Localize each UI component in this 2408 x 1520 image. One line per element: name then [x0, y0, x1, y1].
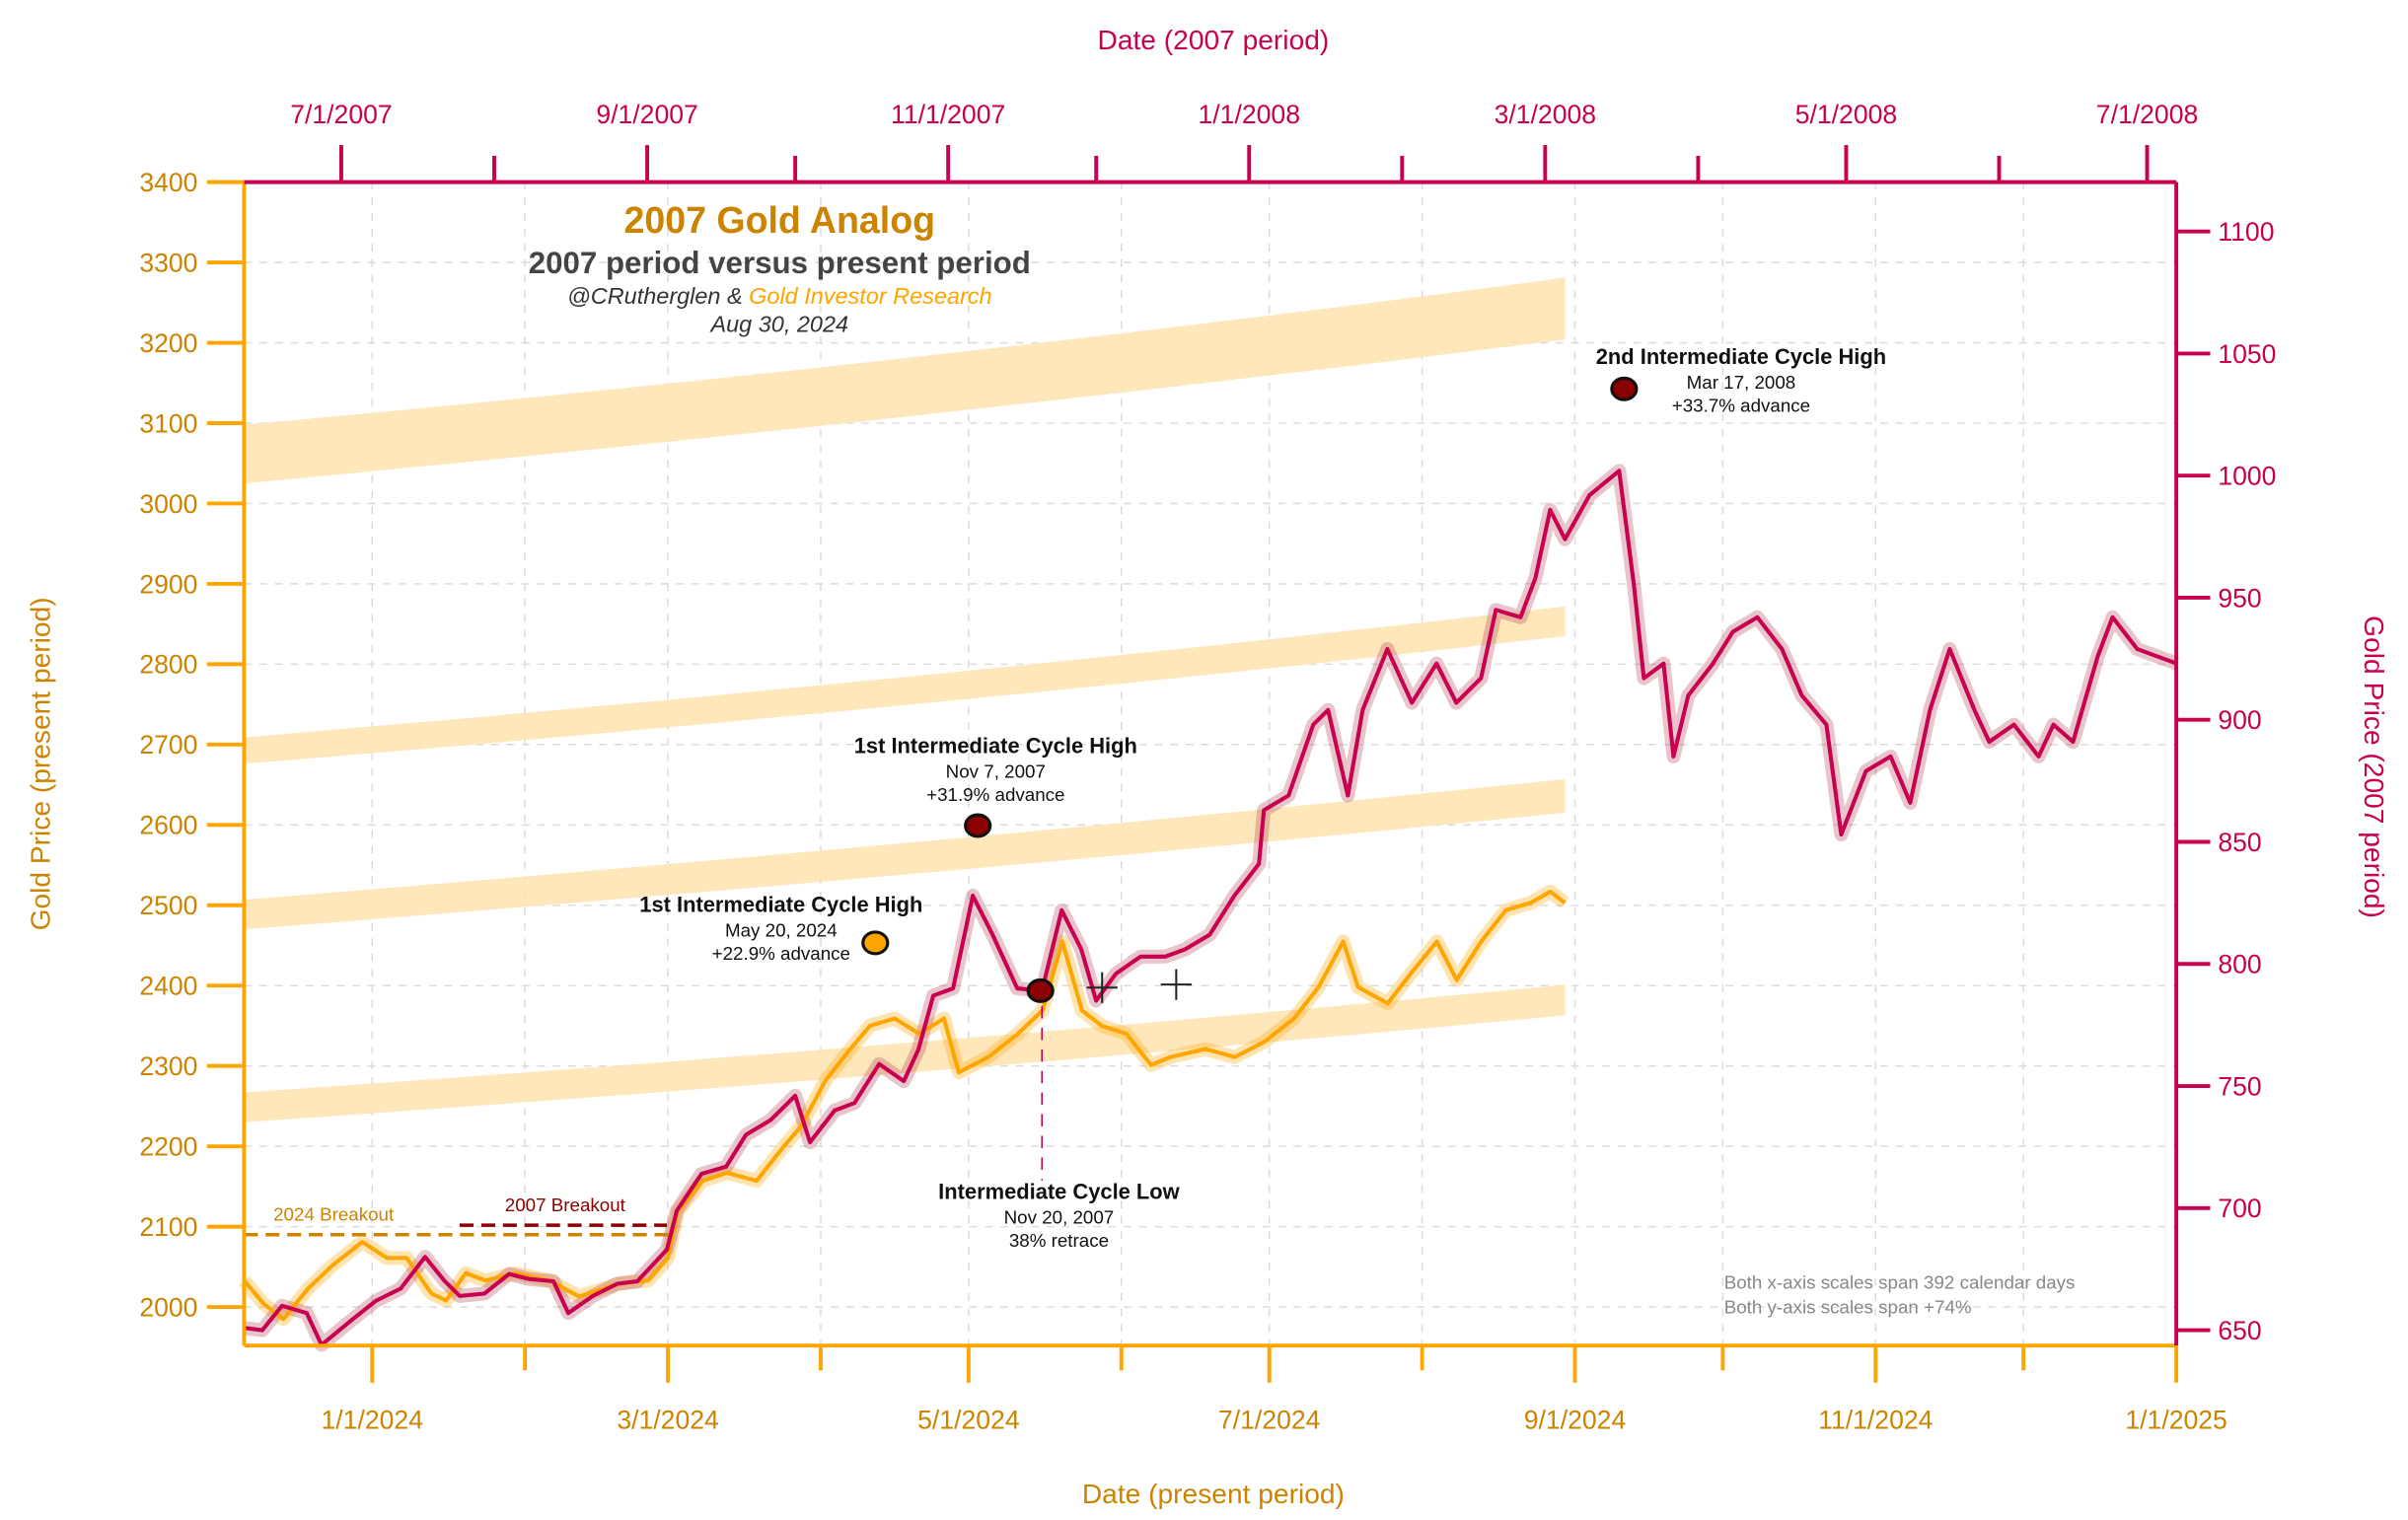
x-top-tick-label: 9/1/2007	[596, 100, 697, 129]
note-x-span: Both x-axis scales span 392 calendar day…	[1724, 1271, 2076, 1292]
y-right-tick-label: 800	[2218, 950, 2261, 979]
chart-subtitle: 2007 period versus present period	[529, 246, 1031, 280]
cross-marker-icon	[1086, 972, 1118, 1003]
channel-band-3	[244, 778, 1566, 930]
annotation-marker	[1610, 376, 1639, 401]
annotation-date: Nov 20, 2007	[1004, 1207, 1115, 1228]
channel-band-4	[244, 984, 1566, 1122]
breakouts: 2024 Breakout 2007 Breakout	[244, 1194, 669, 1237]
y-right-tick-label: 900	[2218, 705, 2261, 735]
annotation-title: 1st Intermediate Cycle High	[639, 893, 922, 917]
y-right-tick-label: 700	[2218, 1194, 2261, 1223]
y-left-tick-label: 2600	[139, 811, 197, 840]
x-bottom-tick-label: 3/1/2024	[617, 1406, 718, 1435]
x-top-tick-label: 7/1/2007	[290, 100, 392, 129]
annotation-marker	[964, 813, 992, 838]
y-right-tick-label: 1050	[2218, 339, 2276, 369]
x-top-tick-label: 11/1/2007	[891, 100, 1005, 129]
annotation-date: Nov 7, 2007	[946, 760, 1046, 781]
annotation-title: Intermediate Cycle Low	[938, 1180, 1180, 1204]
x-bottom-tick-label: 7/1/2024	[1218, 1406, 1320, 1435]
annotation-marker	[1026, 977, 1055, 1003]
y-left-tick-label: 2200	[139, 1132, 197, 1162]
annotation-title: 1st Intermediate Cycle High	[854, 733, 1137, 758]
annotations: 2nd Intermediate Cycle High Mar 17, 2008 +…	[639, 344, 1886, 1251]
y-left-tick-label: 2000	[139, 1292, 197, 1322]
y-right-tick-label: 650	[2218, 1316, 2261, 1345]
x-bottom-tick-label: 1/1/2025	[2125, 1406, 2226, 1435]
annotation-title: 2nd Intermediate Cycle High	[1596, 344, 1886, 369]
breakout-label-2024: 2024 Breakout	[273, 1204, 395, 1225]
y-left-label: Gold Price (present period)	[25, 597, 55, 930]
annotation-detail: +22.9% advance	[712, 943, 850, 964]
y-left-tick-label: 2700	[139, 730, 197, 760]
series	[239, 464, 2180, 1352]
y-right-tick-label: 950	[2218, 583, 2261, 613]
y-right-tick-label: 750	[2218, 1071, 2261, 1101]
y-left-tick-label: 2400	[139, 972, 197, 1001]
channel-band-1	[244, 277, 1566, 484]
channels	[244, 277, 1566, 1122]
axes: 2000 2100 2200 2300 2400 2500 2600 2700 2800 2900…	[139, 100, 2276, 1435]
chart-date: Aug 30, 2024	[708, 311, 848, 336]
x-top-tick-label: 1/1/2008	[1199, 100, 1300, 129]
annotation-detail: 38% retrace	[1009, 1230, 1109, 1251]
cross-marker-icon	[1160, 969, 1192, 1000]
note-y-span: Both y-axis scales span +74%	[1724, 1296, 1972, 1317]
x-top-label: Date (2007 period)	[1097, 25, 1329, 55]
grid	[244, 181, 2177, 1346]
x-top-tick-label: 3/1/2008	[1495, 100, 1596, 129]
x-bottom-tick-label: 5/1/2024	[917, 1406, 1019, 1435]
y-left-tick-label: 2500	[139, 891, 197, 920]
y-right-tick-label: 850	[2218, 828, 2261, 857]
x-top-tick-label: 5/1/2008	[1795, 100, 1897, 129]
y-left-tick-label: 3200	[139, 328, 197, 358]
y-left-tick-label: 2800	[139, 650, 197, 680]
2007-period-line	[242, 469, 2178, 1347]
credit-line: @CRutherglen & Gold Investor Research	[567, 283, 992, 309]
x-top-tick-label: 7/1/2008	[2096, 100, 2198, 129]
annotation-detail: +33.7% advance	[1672, 396, 1810, 416]
y-right-tick-label: 1000	[2218, 462, 2276, 491]
annotation-detail: +31.9% advance	[926, 784, 1064, 805]
channel-band-2	[244, 606, 1566, 764]
x-bottom-tick-label: 9/1/2024	[1524, 1406, 1626, 1435]
credit-author: @CRutherglen &	[567, 283, 743, 309]
breakout-label-2007: 2007 Breakout	[505, 1194, 626, 1215]
x-bottom-label: Date (present period)	[1082, 1479, 1345, 1509]
y-left-tick-label: 2300	[139, 1051, 197, 1081]
y-left-tick-label: 3000	[139, 489, 197, 519]
y-left-tick-label: 3300	[139, 248, 197, 277]
annotation-date: Mar 17, 2008	[1687, 372, 1796, 393]
chart-title: 2007 Gold Analog	[623, 199, 935, 241]
y-left-tick-label: 3100	[139, 408, 197, 438]
y-left-tick-label: 2900	[139, 569, 197, 599]
x-bottom-tick-label: 11/1/2024	[1818, 1406, 1933, 1435]
y-left-tick-label: 3400	[139, 168, 197, 197]
present-period-line	[242, 889, 1567, 1322]
y-right-label: Gold Price (2007 period)	[2359, 615, 2389, 918]
y-left-tick-label: 2100	[139, 1212, 197, 1242]
x-bottom-tick-label: 1/1/2024	[322, 1406, 423, 1435]
annotation-date: May 20, 2024	[725, 920, 838, 941]
y-right-tick-label: 1100	[2218, 217, 2274, 247]
annotation-marker	[861, 930, 890, 956]
credit-org: Gold Investor Research	[749, 283, 991, 309]
